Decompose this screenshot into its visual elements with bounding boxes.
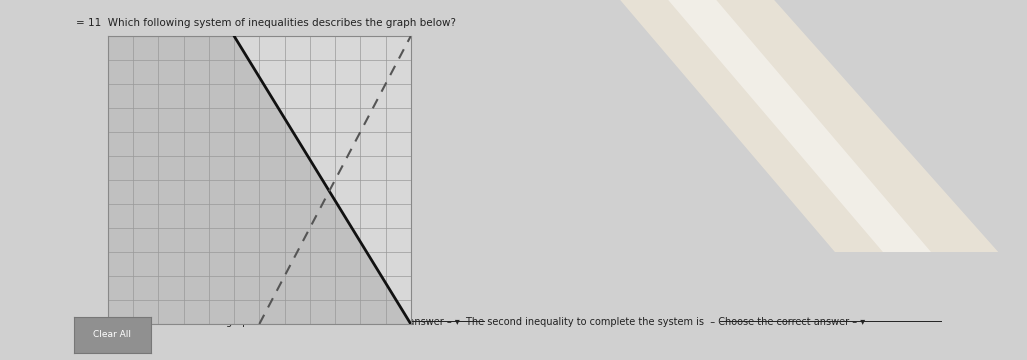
Polygon shape	[662, 0, 931, 252]
Text: One of the inequalities for the graph above is  – Choose the correct answer – ▾ : One of the inequalities for the graph ab…	[76, 317, 866, 327]
Text: = 11  Which following system of inequalities describes the graph below?: = 11 Which following system of inequalit…	[76, 18, 456, 28]
Text: Clear All: Clear All	[93, 330, 131, 339]
Polygon shape	[614, 0, 998, 252]
